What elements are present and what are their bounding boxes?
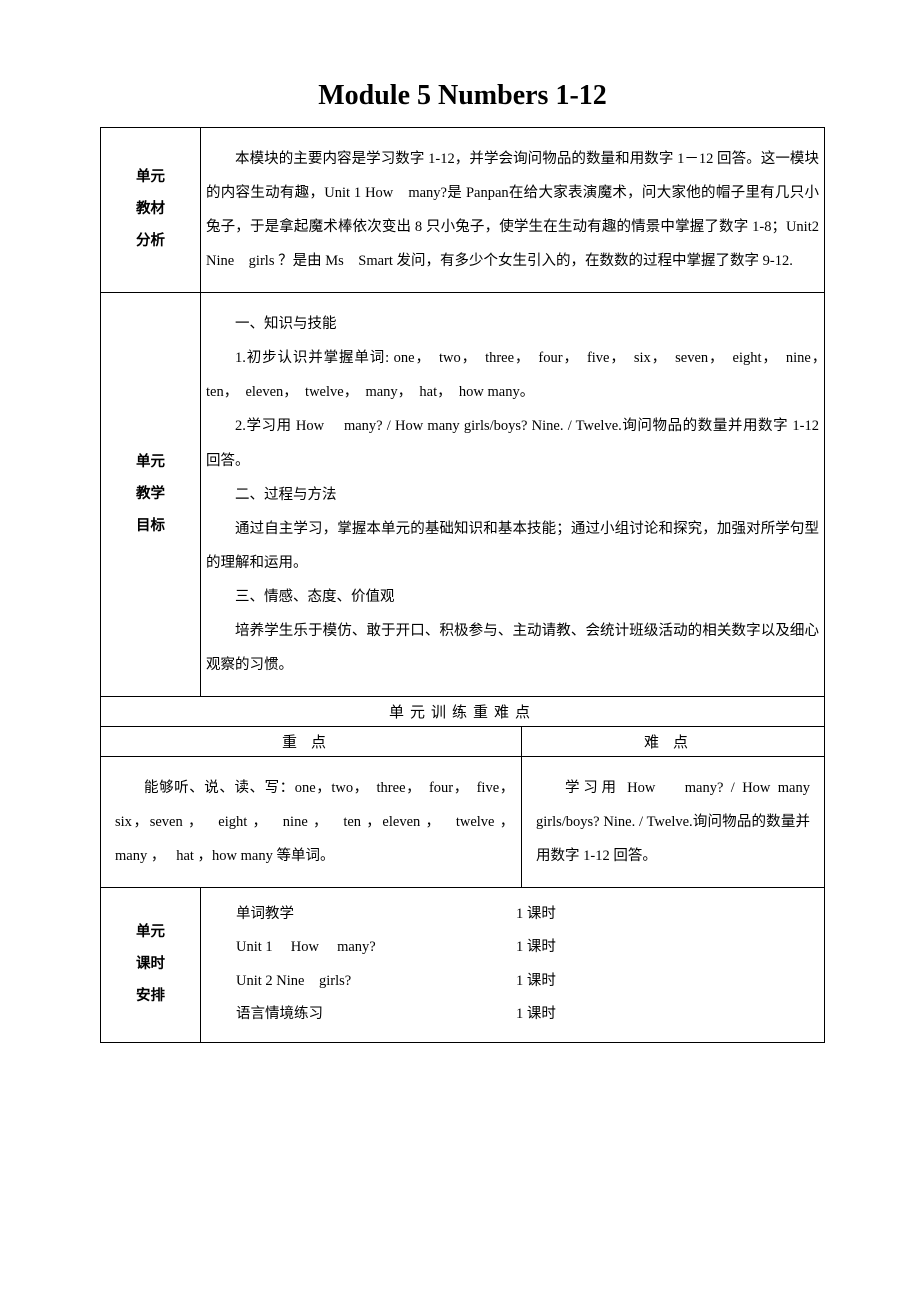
- schedule-duration: 1 课时: [516, 998, 556, 1031]
- objective-item: 通过自主学习，掌握本单元的基础知识和基本技能；通过小组讨论和探究，加强对所学句型…: [206, 512, 819, 580]
- objective-item: 1.初步认识并掌握单词: one， two， three， four， five…: [206, 341, 819, 409]
- schedule-item: Unit 1 How many? 1 课时: [236, 931, 819, 964]
- label-analysis: 单元 教材 分析: [101, 128, 201, 293]
- label-text: 单元: [101, 447, 200, 479]
- objective-heading: 三、情感、态度、价值观: [206, 580, 819, 614]
- difficulty-content: 学习用 How many? / How many girls/boys? Nin…: [521, 756, 824, 887]
- table-row-schedule: 单元 课时 安排 单词教学 1 课时 Unit 1 How many? 1 课时…: [101, 888, 825, 1042]
- objective-heading: 二、过程与方法: [206, 478, 819, 512]
- schedule-name: Unit 2 Nine girls?: [236, 965, 516, 998]
- content-analysis: 本模块的主要内容是学习数字 1-12，并学会询问物品的数量和用数字 1－12 回…: [201, 128, 825, 293]
- schedule-name: 单词教学: [236, 898, 516, 931]
- schedule-item: 单词教学 1 课时: [236, 898, 819, 931]
- label-text: 分析: [101, 226, 200, 258]
- objective-item: 培养学生乐于模仿、敢于开口、积极参与、主动请教、会统计班级活动的相关数字以及细心…: [206, 614, 819, 682]
- difficulty-text: 学习用 How many? / How many girls/boys? Nin…: [536, 771, 810, 873]
- label-schedule: 单元 课时 安排: [101, 888, 201, 1042]
- key-points-text: 能够听、说、读、写：one，two， three， four， five， si…: [115, 771, 507, 873]
- schedule-item: Unit 2 Nine girls? 1 课时: [236, 965, 819, 998]
- schedule-duration: 1 课时: [516, 898, 556, 931]
- schedule-name: Unit 1 How many?: [236, 931, 516, 964]
- table-row-objectives: 单元 教学 目标 一、知识与技能 1.初步认识并掌握单词: one， two， …: [101, 293, 825, 697]
- content-schedule: 单词教学 1 课时 Unit 1 How many? 1 课时 Unit 2 N…: [201, 888, 825, 1042]
- label-text: 单元: [101, 917, 200, 949]
- table-row-key-diff-content: 能够听、说、读、写：one，two， three， four， five， si…: [101, 756, 825, 887]
- difficulty-header: 难点: [521, 726, 824, 756]
- label-objectives: 单元 教学 目标: [101, 293, 201, 697]
- schedule-duration: 1 课时: [516, 931, 556, 964]
- label-text: 教材: [101, 194, 200, 226]
- schedule-item: 语言情境练习 1 课时: [236, 998, 819, 1031]
- label-text: 课时: [101, 949, 200, 981]
- objective-heading: 一、知识与技能: [206, 307, 819, 341]
- label-text: 教学: [101, 479, 200, 511]
- label-text: 安排: [101, 981, 200, 1013]
- label-text: 单元: [101, 162, 200, 194]
- page-title: Module 5 Numbers 1-12: [100, 80, 825, 112]
- schedule-name: 语言情境练习: [236, 998, 516, 1031]
- table-row-key-diff-headers: 重点 难点: [101, 726, 825, 756]
- objective-item: 2.学习用 How many? / How many girls/boys? N…: [206, 409, 819, 477]
- key-points-content: 能够听、说、读、写：one，two， three， four， five， si…: [101, 756, 522, 887]
- analysis-paragraph: 本模块的主要内容是学习数字 1-12，并学会询问物品的数量和用数字 1－12 回…: [206, 142, 819, 278]
- content-objectives: 一、知识与技能 1.初步认识并掌握单词: one， two， three， fo…: [201, 293, 825, 697]
- table-row-analysis: 单元 教材 分析 本模块的主要内容是学习数字 1-12，并学会询问物品的数量和用…: [101, 128, 825, 293]
- training-header: 单元训练重难点: [101, 696, 825, 726]
- lesson-plan-table: 单元 教材 分析 本模块的主要内容是学习数字 1-12，并学会询问物品的数量和用…: [100, 127, 825, 1043]
- table-row-training-header: 单元训练重难点: [101, 696, 825, 726]
- schedule-duration: 1 课时: [516, 965, 556, 998]
- key-points-header: 重点: [101, 726, 522, 756]
- label-text: 目标: [101, 511, 200, 543]
